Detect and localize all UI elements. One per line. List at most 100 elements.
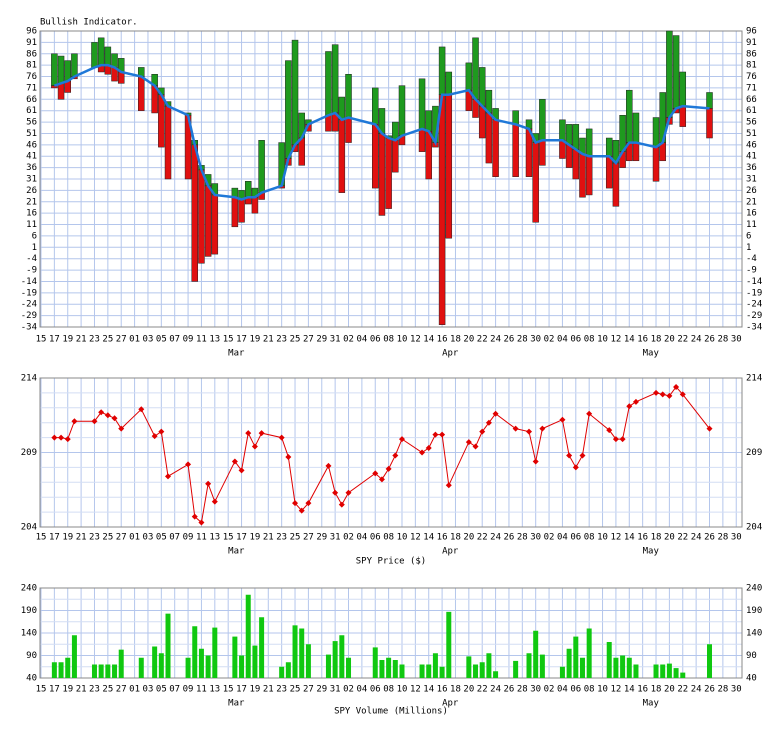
volume-bar <box>386 657 392 678</box>
x-tick-label: 22 <box>677 335 688 345</box>
x-tick-label: 28 <box>717 533 728 543</box>
x-tick-label: 20 <box>463 335 474 345</box>
y-tick-label: 40 <box>746 674 757 684</box>
volume-bar <box>292 625 298 678</box>
x-tick-label: 18 <box>651 335 662 345</box>
x-tick-label: 07 <box>169 533 180 543</box>
x-tick-label: 26 <box>704 335 715 345</box>
down-bar <box>385 137 392 209</box>
x-tick-label: 26 <box>504 685 515 695</box>
price-marker <box>372 470 379 477</box>
volume-bar <box>566 648 572 678</box>
x-tick-label: 24 <box>691 533 702 543</box>
month-label: Mar <box>228 547 245 557</box>
up-bar <box>398 85 406 136</box>
x-tick-label: 17 <box>49 335 60 345</box>
price-marker <box>385 465 392 472</box>
x-tick-label: 19 <box>249 335 260 345</box>
up-bar <box>345 74 352 118</box>
x-tick-label: 08 <box>383 533 394 543</box>
x-tick-label: 02 <box>343 533 354 543</box>
x-tick-label: 25 <box>102 533 113 543</box>
volume-bar <box>399 664 405 678</box>
price-marker <box>251 443 258 450</box>
price-marker <box>205 480 212 487</box>
volume-bar <box>239 655 245 678</box>
x-tick-label: 14 <box>624 335 635 345</box>
volume-bar <box>232 636 238 678</box>
volume-bar <box>285 662 291 678</box>
down-bar <box>378 133 386 216</box>
price-marker <box>191 513 198 520</box>
y-tick-label: 66 <box>746 95 757 105</box>
down-bar <box>438 94 446 325</box>
x-tick-label: 19 <box>62 685 73 695</box>
x-tick-label: 30 <box>530 335 541 345</box>
volume-bar <box>205 655 211 678</box>
volume-bar <box>439 666 445 678</box>
x-tick-label: 23 <box>89 685 100 695</box>
price-marker <box>673 383 680 390</box>
plot-border <box>39 30 743 328</box>
up-bar <box>418 78 426 130</box>
price-marker <box>532 458 539 465</box>
price-marker <box>198 519 205 526</box>
x-tick-label: 15 <box>223 335 234 345</box>
x-tick-label: 30 <box>731 335 742 345</box>
y-tick-label: 1 <box>32 243 37 253</box>
x-tick-label: 19 <box>62 335 73 345</box>
volume-bar <box>299 628 305 678</box>
y-tick-label: 26 <box>746 186 757 196</box>
x-tick-label: 28 <box>517 685 528 695</box>
x-tick-label: 16 <box>437 335 448 345</box>
x-tick-label: 09 <box>183 335 194 345</box>
volume-bar <box>372 647 378 678</box>
price-marker <box>612 436 619 443</box>
x-tick-label: 23 <box>276 335 287 345</box>
x-tick-label: 27 <box>116 335 127 345</box>
y-tick-label: 31 <box>746 175 757 185</box>
down-bar <box>706 108 713 139</box>
x-tick-label: 17 <box>236 685 247 695</box>
y-tick-label: 90 <box>26 651 37 661</box>
y-tick-label: 96 <box>26 27 37 37</box>
x-tick-label: 30 <box>530 685 541 695</box>
x-tick-label: 15 <box>223 533 234 543</box>
volume-bar <box>212 627 218 678</box>
plot-border <box>39 377 743 528</box>
volume-bar <box>152 646 158 678</box>
down-bar <box>425 130 432 180</box>
down-bar <box>345 117 352 143</box>
x-tick-label: 07 <box>169 335 180 345</box>
x-tick-label: 31 <box>330 335 341 345</box>
volume-bar <box>165 613 171 678</box>
down-bar <box>164 105 172 180</box>
y-tick-label: 81 <box>26 61 37 71</box>
price-marker <box>425 445 432 452</box>
volume-bar <box>332 641 338 678</box>
x-tick-label: 13 <box>209 685 220 695</box>
y-tick-label: 36 <box>26 163 37 173</box>
x-tick-label: 26 <box>504 335 515 345</box>
x-tick-label: 01 <box>129 685 140 695</box>
volume-bar <box>185 657 191 678</box>
price-marker <box>485 419 492 426</box>
x-tick-label: 05 <box>156 533 167 543</box>
x-tick-label: 08 <box>584 685 595 695</box>
y-tick-label: 71 <box>26 83 37 93</box>
y-tick-label: 41 <box>746 152 757 162</box>
x-tick-label: 28 <box>717 335 728 345</box>
volume-bar <box>539 654 545 678</box>
x-tick-label: 27 <box>303 335 314 345</box>
y-tick-label: 204 <box>746 523 762 533</box>
price-marker <box>338 501 345 508</box>
volume-bar <box>586 628 592 678</box>
x-tick-label: 28 <box>517 335 528 345</box>
up-bar <box>512 110 519 125</box>
volume-bar <box>91 664 97 678</box>
price-marker <box>526 428 533 435</box>
indicator-line <box>53 63 710 201</box>
down-bar <box>539 140 546 166</box>
price-marker <box>185 461 192 468</box>
